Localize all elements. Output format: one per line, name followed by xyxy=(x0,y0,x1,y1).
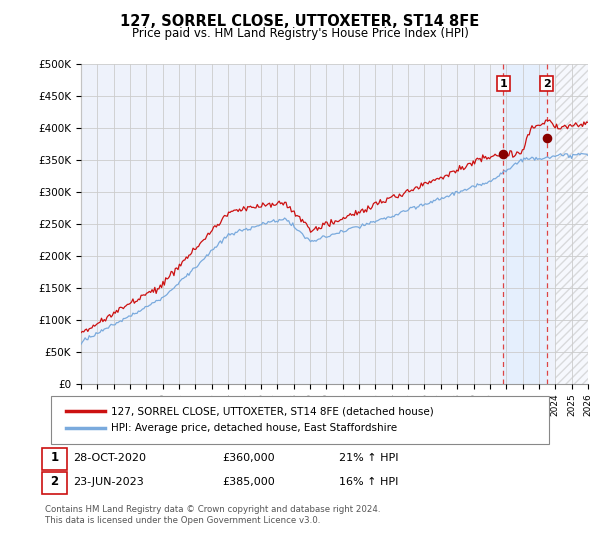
Text: 2: 2 xyxy=(50,475,59,488)
Text: Contains HM Land Registry data © Crown copyright and database right 2024.
This d: Contains HM Land Registry data © Crown c… xyxy=(45,505,380,525)
Text: Price paid vs. HM Land Registry's House Price Index (HPI): Price paid vs. HM Land Registry's House … xyxy=(131,27,469,40)
Text: 2: 2 xyxy=(543,78,551,88)
Point xyxy=(499,150,508,158)
Text: 1: 1 xyxy=(50,451,59,464)
Text: 1: 1 xyxy=(500,78,508,88)
Text: 23-JUN-2023: 23-JUN-2023 xyxy=(73,477,144,487)
Text: 21% ↑ HPI: 21% ↑ HPI xyxy=(339,452,398,463)
Text: £360,000: £360,000 xyxy=(222,452,275,463)
Text: 127, SORREL CLOSE, UTTOXETER, ST14 8FE: 127, SORREL CLOSE, UTTOXETER, ST14 8FE xyxy=(121,14,479,29)
Text: HPI: Average price, detached house, East Staffordshire: HPI: Average price, detached house, East… xyxy=(111,423,397,433)
Text: 28-OCT-2020: 28-OCT-2020 xyxy=(73,452,146,463)
Bar xyxy=(555,64,588,384)
Text: £385,000: £385,000 xyxy=(222,477,275,487)
Text: 16% ↑ HPI: 16% ↑ HPI xyxy=(339,477,398,487)
Text: 127, SORREL CLOSE, UTTOXETER, ST14 8FE (detached house): 127, SORREL CLOSE, UTTOXETER, ST14 8FE (… xyxy=(111,406,434,416)
Bar xyxy=(503,64,547,384)
Point xyxy=(542,133,551,142)
